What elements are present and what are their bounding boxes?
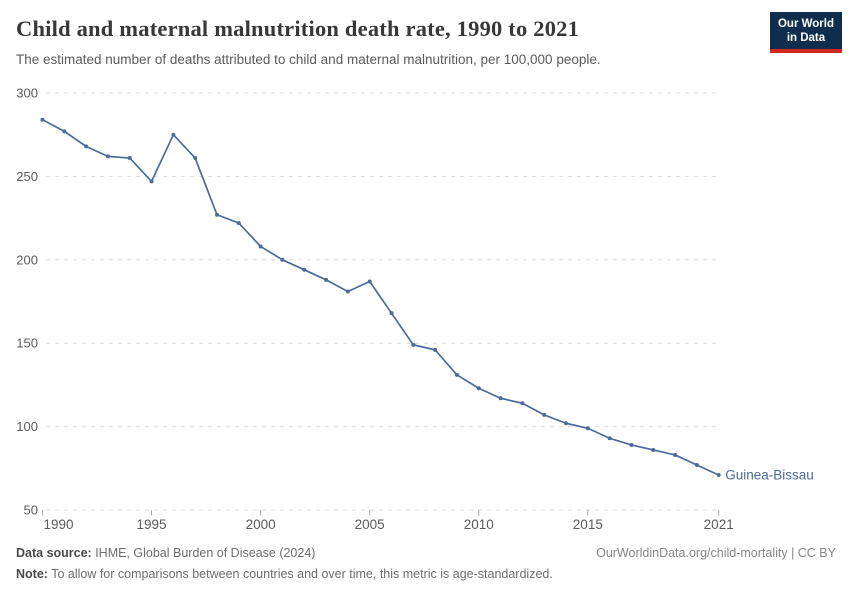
chart-subtitle: The estimated number of deaths attribute…: [16, 52, 601, 67]
data-point: [215, 212, 220, 217]
data-point: [127, 156, 132, 161]
data-source-value: IHME, Global Burden of Disease (2024): [91, 546, 316, 560]
data-point: [324, 277, 329, 282]
data-point: [62, 129, 67, 134]
data-point: [542, 412, 547, 417]
data-point: [389, 311, 394, 316]
data-point: [673, 452, 678, 457]
x-tick-label: 1995: [137, 517, 167, 532]
x-tick-label: 2015: [573, 517, 603, 532]
data-point: [585, 426, 590, 431]
data-point: [651, 447, 656, 452]
data-point: [105, 154, 110, 159]
data-point: [345, 289, 350, 294]
x-tick-label: 2021: [704, 517, 734, 532]
data-point: [367, 279, 372, 284]
y-tick-label: 300: [16, 86, 38, 101]
data-point: [716, 472, 721, 477]
data-point: [476, 386, 481, 391]
data-point: [607, 436, 612, 441]
data-point: [84, 144, 89, 149]
data-point: [411, 342, 416, 347]
x-tick-label: 2010: [464, 517, 494, 532]
y-tick-label: 150: [16, 336, 38, 351]
x-tick-label: 2000: [246, 517, 276, 532]
data-point: [302, 267, 307, 272]
note-label: Note:: [16, 567, 48, 581]
x-tick-label: 2005: [355, 517, 385, 532]
y-tick-label: 250: [16, 169, 38, 184]
data-point: [520, 401, 525, 406]
data-point: [40, 117, 45, 122]
note-text: Note: To allow for comparisons between c…: [16, 567, 836, 581]
credit-link[interactable]: OurWorldinData.org/child-mortality | CC …: [596, 546, 836, 560]
y-tick-label: 200: [16, 252, 38, 267]
y-tick-label: 50: [24, 503, 38, 518]
data-point: [171, 132, 176, 137]
x-tick-label: 1990: [44, 517, 74, 532]
data-point: [236, 221, 241, 226]
owid-logo-line2: in Data: [786, 32, 826, 45]
owid-logo[interactable]: Our World in Data: [769, 12, 842, 53]
chart-footer: Data source: IHME, Global Burden of Dise…: [16, 546, 836, 581]
series-end-label[interactable]: Guinea-Bissau: [725, 467, 814, 482]
data-source-text: Data source: IHME, Global Burden of Dise…: [16, 546, 315, 560]
data-point: [629, 442, 634, 447]
y-tick-label: 100: [16, 419, 38, 434]
data-point: [258, 244, 263, 249]
line-chart-canvas[interactable]: 50 100 150 200 250 300 1990 1995 2000 2005 2010 201…: [0, 80, 850, 540]
data-point: [193, 156, 198, 161]
data-point: [454, 372, 459, 377]
data-point: [280, 257, 285, 262]
note-value: To allow for comparisons between countri…: [47, 567, 553, 581]
data-point: [498, 396, 503, 401]
data-point: [433, 347, 438, 352]
series-line: [41, 118, 720, 476]
data-point: [149, 179, 154, 184]
owid-logo-line1: Our World: [777, 18, 834, 30]
data-point: [694, 462, 699, 467]
data-point: [564, 421, 569, 426]
chart-title: Child and maternal malnutrition death ra…: [16, 16, 580, 41]
data-source-label: Data source:: [16, 546, 92, 560]
